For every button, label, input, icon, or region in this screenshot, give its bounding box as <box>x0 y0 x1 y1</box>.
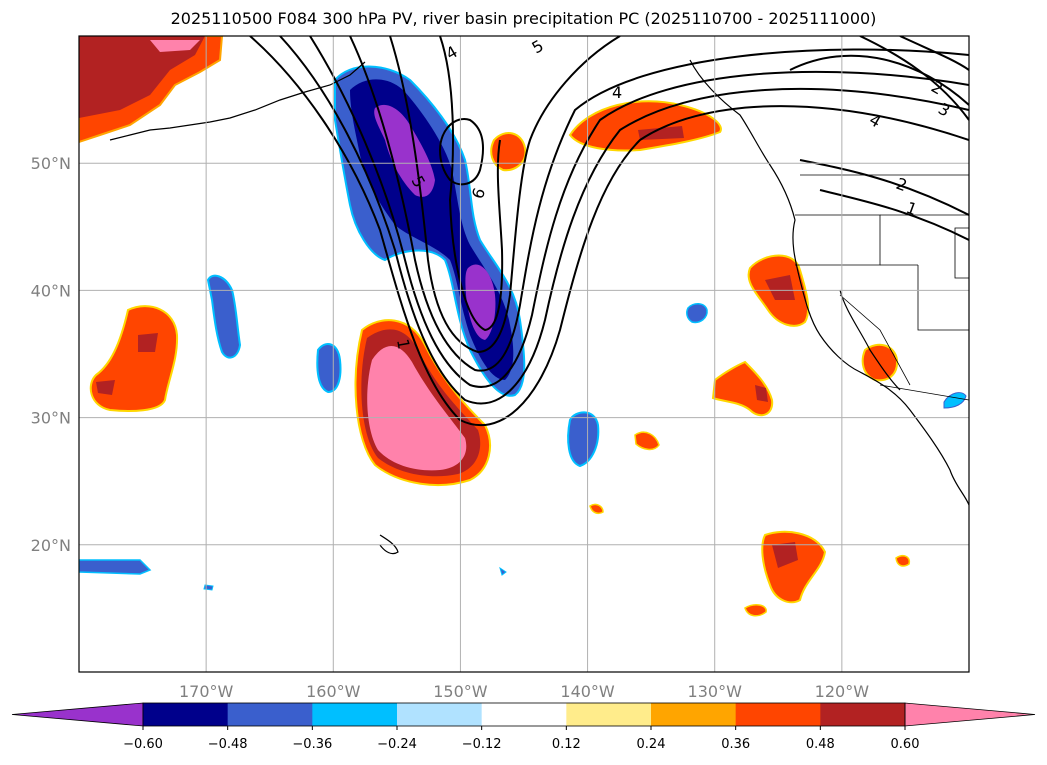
colorbar-segment <box>820 703 906 726</box>
precip-region <box>150 40 200 52</box>
colorbar-segment <box>735 703 821 726</box>
precip-region <box>367 345 467 471</box>
precip-region <box>638 126 684 140</box>
coastlines <box>109 59 969 555</box>
colorbar-tick-label: −0.48 <box>208 737 248 752</box>
colorbar-extend-high <box>904 702 1036 727</box>
precip-region <box>203 584 214 591</box>
lat-tick-label: 40°N <box>31 281 71 300</box>
pv-contour-line <box>859 36 969 121</box>
coastline <box>839 289 901 391</box>
longitude-tick-labels: 170°W 160°W 150°W 140°W 130°W 120°W <box>179 682 869 701</box>
precip-region <box>79 36 205 118</box>
pv-contour-line <box>249 36 969 426</box>
precip-region <box>744 604 767 617</box>
precip-region <box>138 333 158 352</box>
border-line <box>879 384 969 401</box>
precip-region <box>568 100 722 152</box>
colorbar-segment <box>651 703 737 726</box>
colorbar-tick-label: 0.36 <box>721 737 750 752</box>
state-borders <box>795 174 969 401</box>
lon-tick-label: 160°W <box>306 682 361 701</box>
colorbar-frame <box>142 702 906 727</box>
colorbar-segment <box>227 703 313 726</box>
precip-region <box>686 303 708 324</box>
lat-tick-label: 50°N <box>31 154 71 173</box>
pv-contour-label: 1 <box>393 337 413 350</box>
pv-contour-line <box>389 36 621 354</box>
colorbar-tick-label: −0.12 <box>462 737 502 752</box>
pv-contour-label: 4 <box>612 83 622 102</box>
precip-region <box>465 264 496 340</box>
pv-contour-line <box>819 189 969 241</box>
colorbar-tick-label: −0.36 <box>292 737 332 752</box>
precip-region <box>711 360 774 417</box>
colorbar-tick-label: 0.24 <box>637 737 666 752</box>
pv-contour-line <box>309 36 969 388</box>
lon-tick-label: 130°W <box>688 682 743 701</box>
precip-region <box>206 274 242 359</box>
pv-contour-line <box>349 36 969 372</box>
coastline <box>689 59 969 506</box>
coastline <box>379 534 399 555</box>
gridlines <box>79 36 969 672</box>
lon-tick-label: 140°W <box>560 682 615 701</box>
precip-region <box>755 385 768 402</box>
precip-region <box>96 380 115 395</box>
colorbar-tick-label: 0.12 <box>552 737 581 752</box>
map-title: 2025110500 F084 300 hPa PV, river basin … <box>170 9 877 28</box>
precip-region <box>895 555 911 567</box>
colorbar <box>11 702 1036 727</box>
colorbar-segment <box>143 703 229 726</box>
colorbar-tick-label: 0.48 <box>806 737 835 752</box>
lon-tick-label: 170°W <box>179 682 234 701</box>
map-area <box>79 36 969 672</box>
precip-region <box>499 566 507 576</box>
lon-tick-label: 120°W <box>815 682 870 701</box>
colorbar-extend-low <box>11 702 144 727</box>
colorbar-segment <box>566 703 652 726</box>
precip-region <box>374 104 435 197</box>
precip-region <box>589 503 604 515</box>
precip-region <box>316 343 342 394</box>
pv-contour-line <box>789 54 969 106</box>
pv-contour-line <box>899 36 969 71</box>
precip-region <box>567 411 600 468</box>
border-line <box>839 294 911 386</box>
colorbar-tick-label: −0.60 <box>123 737 163 752</box>
colorbar-segment <box>397 703 483 726</box>
border-line <box>954 227 969 279</box>
border-line <box>795 214 881 266</box>
precip-region <box>490 132 527 172</box>
precip-region <box>634 431 660 451</box>
precip-region <box>772 542 798 568</box>
colorbar-tick-label: −0.24 <box>377 737 417 752</box>
pv-contour-line <box>439 36 504 332</box>
map-frame <box>78 35 970 673</box>
colorbar-segment <box>481 703 567 726</box>
precip-region <box>861 343 899 382</box>
lat-tick-label: 30°N <box>31 409 71 428</box>
precip-region <box>79 559 152 575</box>
precip-positive-regions <box>79 36 911 617</box>
latitude-tick-labels: 20°N 30°N 40°N 50°N <box>31 154 71 555</box>
precip-region <box>765 275 795 300</box>
pv-contour-line <box>438 118 484 186</box>
coastline <box>109 61 366 141</box>
colorbar-segment <box>312 703 398 726</box>
border-line <box>917 265 969 331</box>
colorbar-tick-label: 0.60 <box>891 737 920 752</box>
lon-tick-label: 150°W <box>433 682 488 701</box>
lat-tick-label: 20°N <box>31 536 71 555</box>
pv-contour-line <box>279 36 969 405</box>
colorbar-tick-labels: −0.60 −0.48 −0.36 −0.24 −0.12 0.12 0.24 0.36 0.4… <box>123 726 919 752</box>
